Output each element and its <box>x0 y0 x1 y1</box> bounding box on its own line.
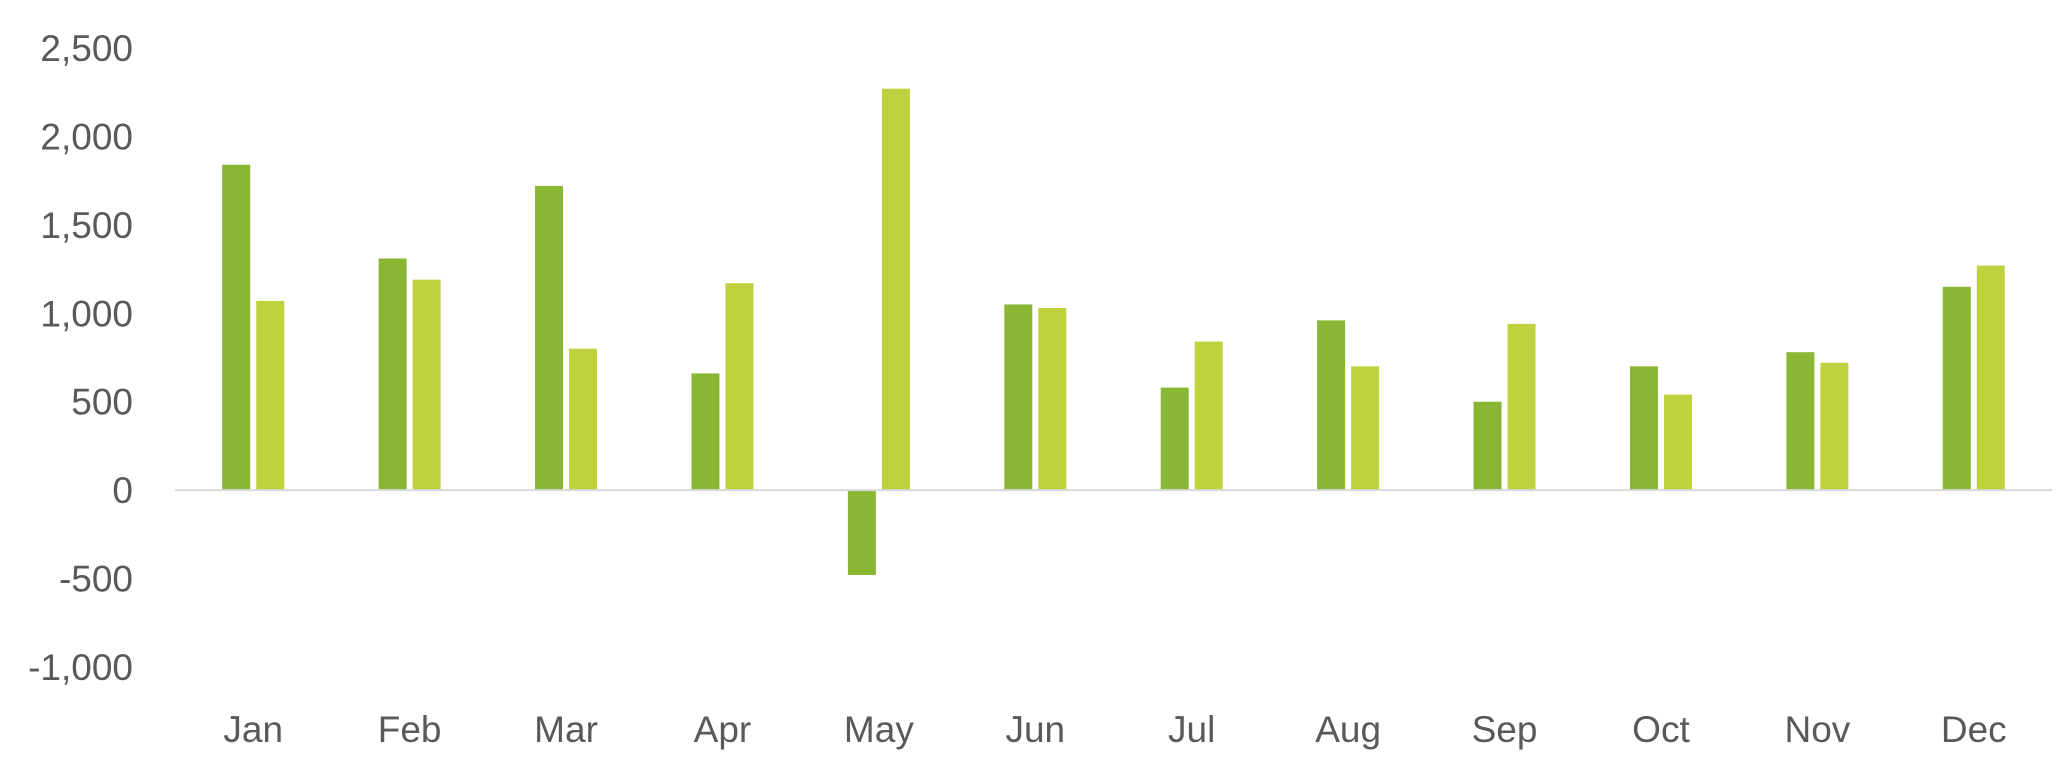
bar-series2-sep <box>1507 323 1536 491</box>
bar-series2-dec <box>1976 265 2005 491</box>
x-tick-label: Oct <box>1632 709 1690 750</box>
bar-series1-mar <box>535 185 564 491</box>
x-tick-label: Mar <box>534 709 598 750</box>
bar-series2-apr <box>725 283 754 491</box>
x-tick-label: Dec <box>1941 709 2007 750</box>
x-tick-label: Jun <box>1005 709 1065 750</box>
bar-series2-may <box>881 88 910 491</box>
y-tick-label: 1,000 <box>40 293 133 334</box>
bar-series2-oct <box>1663 394 1692 491</box>
bar-series2-feb <box>412 279 441 491</box>
y-tick-label: 2,500 <box>40 28 133 69</box>
y-tick-label: 500 <box>71 382 133 423</box>
x-tick-label: Apr <box>694 709 752 750</box>
x-tick-label: Sep <box>1472 709 1538 750</box>
bar-series2-jun <box>1038 307 1067 491</box>
bar-series1-dec <box>1942 286 1971 491</box>
bar-series1-jan <box>222 164 251 491</box>
bars-group <box>222 88 2005 576</box>
x-tick-label: Jul <box>1168 709 1215 750</box>
y-tick-label: 2,000 <box>40 116 133 157</box>
bar-series1-feb <box>378 258 407 491</box>
bar-series1-apr <box>691 373 720 491</box>
bar-series1-sep <box>1473 401 1502 491</box>
bar-series1-nov <box>1786 352 1815 491</box>
x-tick-label: Feb <box>378 709 442 750</box>
bar-series1-jul <box>1160 387 1189 491</box>
bar-series2-mar <box>569 348 598 491</box>
y-tick-label: 0 <box>112 470 133 511</box>
bar-series2-nov <box>1820 362 1849 491</box>
x-tick-label: Jan <box>223 709 283 750</box>
bar-series1-may <box>847 490 876 576</box>
y-axis-labels: -1,000 -500 0 500 1,000 1,500 2,000 2,500 <box>28 28 133 688</box>
y-tick-label: -1,000 <box>28 647 133 688</box>
x-tick-label: May <box>844 709 914 750</box>
y-tick-label: -500 <box>59 559 133 600</box>
bar-series2-jul <box>1194 341 1223 491</box>
x-axis-labels: Jan Feb Mar Apr May Jun Jul Aug Sep Oct Nov Dec <box>223 709 2006 750</box>
y-tick-label: 1,500 <box>40 205 133 246</box>
x-tick-label: Nov <box>1784 709 1850 750</box>
bar-series2-jan <box>256 300 285 491</box>
bar-series1-jun <box>1004 304 1033 491</box>
bar-series1-oct <box>1629 366 1658 491</box>
bar-series2-aug <box>1351 366 1380 491</box>
x-tick-label: Aug <box>1315 709 1381 750</box>
bar-series1-aug <box>1317 320 1346 491</box>
